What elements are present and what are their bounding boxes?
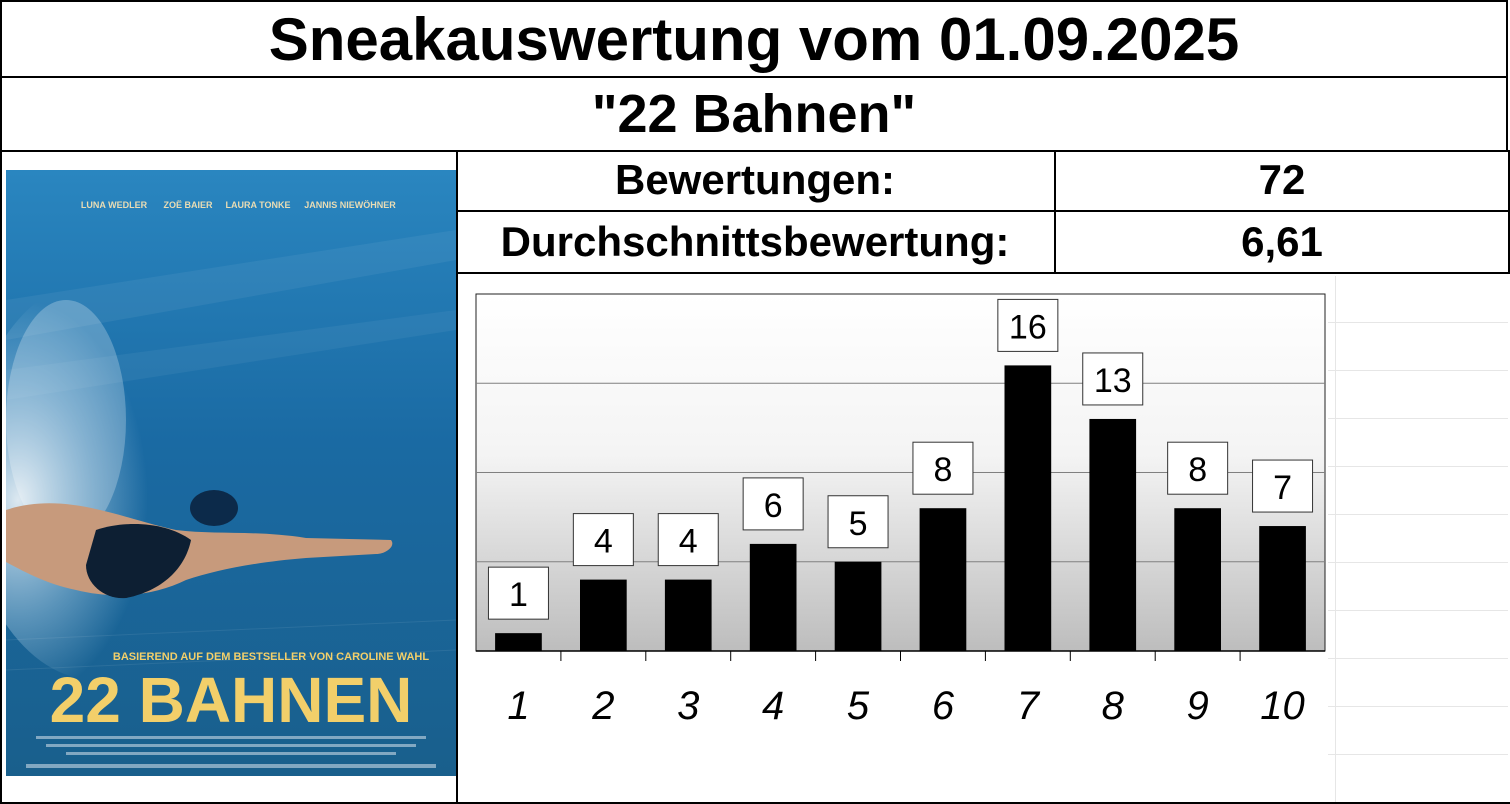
x-tick-label: 4 — [762, 684, 784, 728]
data-label-box — [997, 298, 1059, 352]
bar-2 — [580, 579, 627, 651]
data-label-box — [742, 477, 804, 531]
x-tick-label: 6 — [932, 684, 955, 728]
bar-1 — [495, 633, 542, 651]
data-label: 13 — [1094, 362, 1132, 400]
data-label-box — [1167, 441, 1229, 495]
x-tick-label: 3 — [677, 684, 699, 728]
bar-4 — [749, 543, 797, 651]
actor-name: ZOË BAIER — [163, 200, 213, 210]
poster-actors: LUNA WEDLER ZOË BAIER LAURA TONKE JANNIS… — [81, 200, 396, 210]
data-label-box — [1082, 352, 1144, 406]
data-label: 4 — [594, 523, 613, 561]
bar-10 — [1259, 526, 1306, 651]
bar-9 — [1174, 508, 1221, 651]
actor-name: JANNIS NIEWÖHNER — [304, 200, 396, 210]
data-label: 8 — [933, 451, 952, 489]
bar-8 — [1089, 418, 1137, 651]
data-label: 4 — [679, 523, 698, 561]
page-title: Sneakauswertung vom 01.09.2025 — [0, 0, 1508, 76]
data-label-box — [827, 495, 889, 549]
x-tick-label: 1 — [507, 684, 529, 728]
data-label-box — [912, 441, 974, 495]
poster-cell — [0, 150, 458, 804]
ratings-value: 72 — [1056, 150, 1510, 212]
movie-poster: LUNA WEDLER ZOË BAIER LAURA TONKE JANNIS… — [6, 170, 456, 776]
data-label-box — [657, 513, 719, 567]
actor-name: LUNA WEDLER — [81, 200, 148, 210]
poster-tagline: BASIEREND AUF DEM BESTSELLER VON CAROLIN… — [113, 651, 429, 663]
x-tick-label: 2 — [591, 684, 614, 728]
results-area — [456, 150, 1510, 804]
bar-5 — [834, 561, 882, 651]
rating-bar-chart: 1 4 4 6 5 8 16 13 8 7 1 2 3 4 5 6 7 8 9 10 — [475, 293, 1326, 728]
average-value: 6,61 — [1056, 212, 1510, 274]
data-label: 7 — [1273, 469, 1292, 507]
x-tick-label: 5 — [847, 684, 870, 728]
rating-chart: 1 4 4 6 5 8 16 13 8 7 1 2 3 4 5 6 7 8 9 10 — [470, 286, 1340, 736]
x-tick-label: 9 — [1187, 684, 1209, 728]
x-tick-label: 7 — [1017, 684, 1041, 728]
bar-6 — [919, 508, 967, 651]
data-label: 1 — [509, 576, 528, 614]
x-tick-label: 8 — [1102, 684, 1125, 728]
data-label: 8 — [1188, 451, 1207, 489]
data-label: 5 — [849, 505, 868, 543]
movie-title: "22 Bahnen" — [0, 76, 1508, 152]
ratings-label: Bewertungen: — [456, 150, 1056, 212]
poster-title: 22 BAHNEN — [50, 664, 413, 736]
data-label: 16 — [1009, 308, 1047, 346]
data-label-box — [1252, 459, 1314, 513]
data-label-box — [487, 566, 549, 620]
data-label-box — [572, 513, 634, 567]
data-label: 6 — [764, 487, 783, 525]
average-label: Durchschnittsbewertung: — [456, 212, 1056, 274]
stats-table: Bewertungen: 72 Durchschnittsbewertung: … — [456, 150, 1510, 274]
actor-name: LAURA TONKE — [226, 200, 291, 210]
x-tick-label: 10 — [1260, 684, 1305, 728]
bar-3 — [664, 579, 712, 651]
bar-7 — [1004, 365, 1052, 651]
